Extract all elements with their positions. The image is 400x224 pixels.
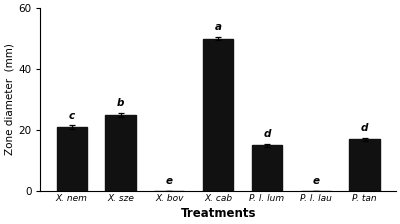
Bar bbox=[106, 115, 136, 191]
X-axis label: Treatments: Treatments bbox=[180, 207, 256, 220]
Text: e: e bbox=[166, 176, 173, 186]
Text: b: b bbox=[117, 98, 124, 108]
Text: d: d bbox=[263, 129, 271, 139]
Y-axis label: Zone diameter  (mm): Zone diameter (mm) bbox=[4, 44, 14, 155]
Bar bbox=[252, 145, 282, 191]
Bar bbox=[57, 127, 87, 191]
Bar bbox=[203, 39, 233, 191]
Text: d: d bbox=[361, 123, 368, 133]
Text: a: a bbox=[215, 22, 222, 32]
Text: c: c bbox=[69, 110, 75, 121]
Bar bbox=[350, 139, 380, 191]
Text: e: e bbox=[312, 176, 319, 186]
